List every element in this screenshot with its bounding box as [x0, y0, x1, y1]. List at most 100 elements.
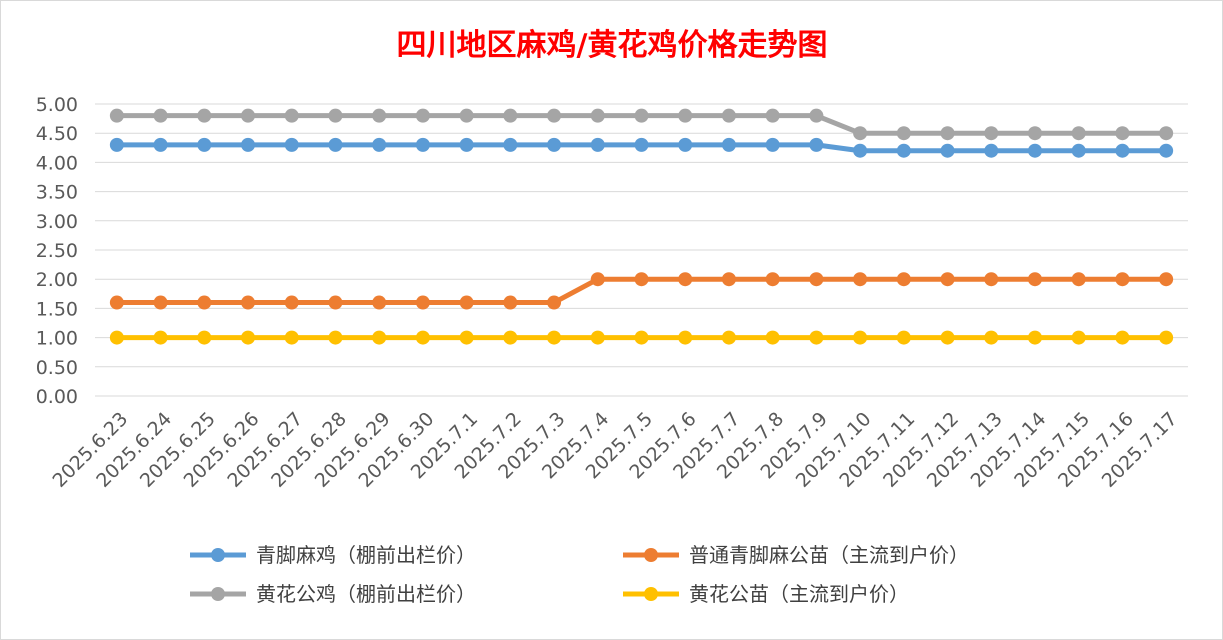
data-point: [372, 137, 387, 152]
data-point: [809, 272, 824, 287]
y-axis-ticks: 0.00 0.50 1.00 1.50 2.00 2.50 3.00 3.50 4.00 4.50…: [36, 94, 78, 408]
data-point: [940, 143, 955, 158]
data-point: [1115, 272, 1130, 287]
data-point: [1027, 330, 1042, 345]
data-point: [328, 330, 343, 345]
y-tick-label: 2.00: [36, 269, 78, 291]
legend-label: 青脚麻鸡（棚前出栏价）: [256, 543, 476, 567]
series-3: [109, 108, 1174, 141]
data-point: [896, 143, 911, 158]
data-point: [328, 137, 343, 152]
data-point: [372, 108, 387, 123]
data-point: [241, 137, 256, 152]
data-point: [896, 272, 911, 287]
data-point: [459, 108, 474, 123]
y-tick-label: 4.00: [36, 152, 78, 174]
legend-swatch-marker: [644, 587, 658, 601]
legend-swatch-marker: [211, 548, 225, 562]
data-point: [547, 137, 562, 152]
y-tick-label: 5.00: [36, 94, 78, 116]
data-point: [459, 295, 474, 310]
data-point: [197, 330, 212, 345]
data-point: [590, 108, 605, 123]
data-point: [984, 126, 999, 141]
data-point: [765, 272, 780, 287]
data-point: [153, 108, 168, 123]
y-tick-label: 2.50: [36, 240, 78, 262]
data-point: [721, 108, 736, 123]
data-point: [678, 108, 693, 123]
data-point: [634, 108, 649, 123]
data-point: [1159, 143, 1174, 158]
data-point: [678, 137, 693, 152]
data-point: [765, 330, 780, 345]
data-point: [372, 295, 387, 310]
gridlines: [95, 103, 1188, 397]
data-point: [1027, 272, 1042, 287]
data-point: [503, 137, 518, 152]
legend-item: 黄花公鸡（棚前出栏价）: [190, 582, 476, 606]
legend-item: 普通青脚麻公苗（主流到户价）: [623, 543, 969, 567]
data-point: [1159, 330, 1174, 345]
data-point: [853, 272, 868, 287]
chart-title: 四川地区麻鸡/黄花鸡价格走势图: [397, 28, 828, 63]
y-tick-label: 0.50: [36, 357, 78, 379]
data-point: [590, 137, 605, 152]
data-point: [197, 295, 212, 310]
data-point: [940, 330, 955, 345]
data-point: [634, 272, 649, 287]
data-point: [721, 272, 736, 287]
data-point: [503, 295, 518, 310]
data-point: [1159, 272, 1174, 287]
series-layer: [109, 108, 1174, 345]
legend-swatch-marker: [644, 548, 658, 562]
series-4: [109, 330, 1174, 345]
data-point: [328, 108, 343, 123]
data-point: [415, 330, 430, 345]
series-1: [109, 137, 1174, 158]
data-point: [503, 108, 518, 123]
data-point: [853, 126, 868, 141]
series-2: [109, 272, 1174, 310]
y-tick-label: 0.00: [36, 386, 78, 408]
data-point: [896, 126, 911, 141]
data-point: [809, 137, 824, 152]
data-point: [241, 330, 256, 345]
data-point: [415, 108, 430, 123]
legend-item: 青脚麻鸡（棚前出栏价）: [190, 543, 476, 567]
legend: 青脚麻鸡（棚前出栏价） 普通青脚麻公苗（主流到户价） 黄花公鸡（棚前出栏价） 黄花公苗…: [190, 543, 969, 606]
data-point: [109, 137, 124, 152]
data-point: [1115, 143, 1130, 158]
data-point: [853, 330, 868, 345]
y-tick-label: 4.50: [36, 123, 78, 145]
data-point: [1071, 272, 1086, 287]
data-point: [153, 330, 168, 345]
data-point: [984, 272, 999, 287]
data-point: [853, 143, 868, 158]
data-point: [109, 108, 124, 123]
data-point: [1071, 126, 1086, 141]
data-point: [459, 330, 474, 345]
data-point: [1115, 126, 1130, 141]
data-point: [197, 108, 212, 123]
data-point: [678, 330, 693, 345]
data-point: [241, 295, 256, 310]
data-point: [284, 330, 299, 345]
data-point: [1159, 126, 1174, 141]
data-point: [678, 272, 693, 287]
data-point: [590, 330, 605, 345]
data-point: [547, 108, 562, 123]
data-point: [1027, 143, 1042, 158]
data-point: [284, 295, 299, 310]
data-point: [1115, 330, 1130, 345]
y-tick-label: 3.50: [36, 182, 78, 204]
legend-label: 黄花公苗（主流到户价）: [689, 582, 909, 606]
data-point: [109, 330, 124, 345]
data-point: [940, 272, 955, 287]
data-point: [984, 330, 999, 345]
data-point: [590, 272, 605, 287]
data-point: [153, 295, 168, 310]
data-point: [415, 137, 430, 152]
data-point: [1071, 330, 1086, 345]
